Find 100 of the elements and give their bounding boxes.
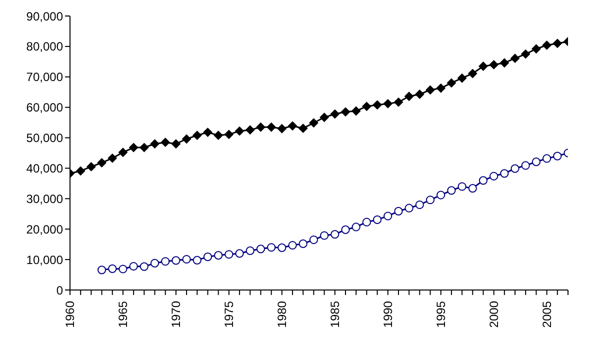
point bbox=[224, 250, 234, 259]
point bbox=[171, 139, 180, 148]
point bbox=[86, 162, 96, 172]
x-tick-label: 1970 bbox=[168, 300, 183, 328]
x-tick-label: 1980 bbox=[274, 300, 289, 328]
y-tick-label: 20,000 bbox=[26, 222, 64, 236]
point bbox=[160, 138, 170, 147]
point bbox=[552, 38, 562, 48]
point bbox=[267, 243, 276, 252]
point bbox=[352, 222, 360, 232]
y-tick-label: 30,000 bbox=[26, 192, 64, 206]
point bbox=[478, 62, 488, 71]
point bbox=[298, 239, 308, 248]
point bbox=[521, 50, 530, 59]
point bbox=[214, 250, 223, 260]
point bbox=[500, 169, 509, 178]
point bbox=[362, 102, 372, 111]
point bbox=[150, 139, 160, 148]
point bbox=[404, 92, 414, 101]
point bbox=[235, 126, 244, 136]
y-tick-label: 60,000 bbox=[26, 100, 64, 115]
point bbox=[372, 215, 382, 224]
point bbox=[415, 200, 424, 210]
point bbox=[235, 249, 244, 258]
point bbox=[129, 262, 138, 271]
point bbox=[266, 122, 276, 132]
point bbox=[140, 262, 148, 271]
point bbox=[447, 186, 456, 195]
x-tick-label: 1985 bbox=[328, 300, 342, 328]
point bbox=[521, 161, 530, 170]
y-tick-label: 40,000 bbox=[26, 161, 64, 176]
point bbox=[478, 176, 488, 185]
point bbox=[532, 44, 541, 54]
point bbox=[288, 121, 298, 130]
point bbox=[458, 182, 466, 191]
point bbox=[203, 252, 212, 262]
point bbox=[468, 69, 478, 78]
point bbox=[214, 130, 223, 140]
point bbox=[161, 257, 170, 266]
y-tick-label: 70,000 bbox=[26, 70, 64, 84]
point bbox=[320, 231, 329, 240]
point bbox=[468, 184, 477, 193]
point bbox=[510, 54, 520, 63]
point bbox=[97, 158, 106, 168]
point bbox=[510, 164, 520, 173]
point bbox=[553, 152, 562, 160]
point bbox=[118, 264, 128, 274]
y-tick-label: 10,000 bbox=[26, 252, 64, 267]
point bbox=[278, 243, 286, 252]
x-tick-label: 1960 bbox=[63, 300, 77, 328]
point bbox=[182, 254, 191, 264]
point bbox=[150, 258, 160, 268]
point bbox=[256, 244, 266, 254]
y-tick-label: 90,000 bbox=[26, 9, 64, 24]
point bbox=[203, 128, 212, 137]
point bbox=[500, 58, 509, 68]
point bbox=[426, 196, 435, 204]
x-tick-label: 1965 bbox=[116, 300, 130, 328]
point bbox=[341, 225, 350, 234]
y-tick-label: 0 bbox=[56, 283, 64, 298]
y-tick-label: 50,000 bbox=[26, 131, 64, 146]
point bbox=[489, 60, 498, 70]
point bbox=[426, 85, 435, 94]
point bbox=[172, 256, 180, 265]
point bbox=[309, 118, 318, 128]
point bbox=[384, 212, 392, 220]
point bbox=[224, 130, 234, 139]
point bbox=[182, 134, 192, 144]
point bbox=[404, 204, 414, 212]
point bbox=[108, 264, 117, 273]
point bbox=[246, 125, 255, 134]
point bbox=[140, 143, 149, 152]
point bbox=[415, 90, 424, 99]
point bbox=[298, 124, 308, 133]
x-tick-label: 1990 bbox=[380, 300, 395, 328]
point bbox=[192, 256, 202, 264]
point bbox=[330, 230, 340, 239]
point bbox=[394, 206, 403, 216]
point bbox=[97, 266, 106, 274]
point bbox=[309, 235, 318, 244]
point bbox=[108, 154, 117, 163]
point bbox=[277, 124, 286, 134]
point bbox=[192, 130, 202, 140]
point bbox=[532, 158, 541, 166]
x-tick-label: 1995 bbox=[434, 300, 448, 328]
point bbox=[76, 166, 86, 176]
point bbox=[246, 246, 254, 256]
point bbox=[340, 107, 350, 116]
point bbox=[436, 190, 446, 200]
point bbox=[542, 40, 552, 50]
point bbox=[320, 112, 329, 122]
point bbox=[352, 106, 361, 116]
point bbox=[490, 172, 498, 180]
x-tick-label: 1975 bbox=[222, 300, 236, 328]
point bbox=[446, 78, 456, 88]
point bbox=[288, 240, 297, 250]
point bbox=[330, 110, 340, 119]
x-tick-label: 2000 bbox=[486, 300, 501, 328]
y-tick-label: 80,000 bbox=[26, 40, 64, 54]
point bbox=[436, 84, 446, 93]
